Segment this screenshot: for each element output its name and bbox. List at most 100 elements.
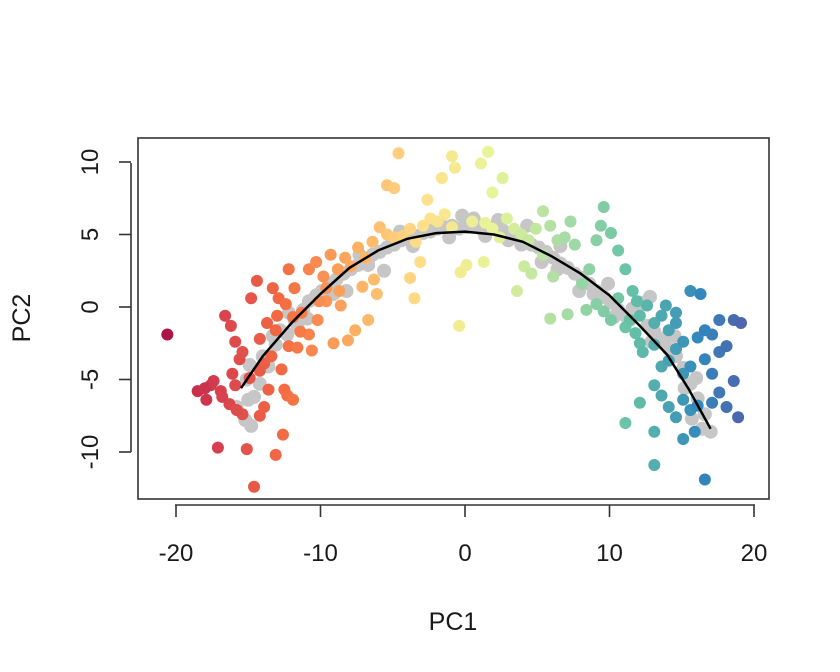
colored-data-point <box>352 241 365 254</box>
principal-curve <box>239 230 712 430</box>
colored-data-point <box>349 324 362 337</box>
colored-data-point <box>331 263 344 276</box>
colored-data-point <box>276 428 289 441</box>
colored-data-point <box>261 316 274 329</box>
colored-data-point <box>648 379 661 392</box>
colored-data-point <box>659 299 672 312</box>
colored-data-point <box>421 193 434 206</box>
colored-data-point <box>334 299 347 312</box>
colored-data-point <box>211 441 224 454</box>
x-axis: -20 -10 0 10 20 <box>159 504 768 567</box>
colored-data-point <box>356 280 369 293</box>
colored-data-point <box>388 182 401 195</box>
colored-data-point <box>694 287 707 300</box>
colored-data-point <box>662 401 675 414</box>
x-tick-label: -20 <box>159 540 194 567</box>
colored-data-point <box>265 350 278 363</box>
colored-data-point <box>367 273 380 286</box>
colored-data-point <box>641 299 654 312</box>
y-tick-label: -10 <box>77 435 104 470</box>
colored-data-point <box>305 344 318 357</box>
colored-data-point <box>474 157 487 170</box>
colored-data-point <box>486 186 499 199</box>
gray-data-point <box>442 230 457 245</box>
plot-frame <box>137 137 770 500</box>
colored-data-point <box>655 309 668 322</box>
gray-data-point <box>241 392 256 407</box>
colored-data-point <box>636 345 649 358</box>
colored-data-point <box>288 282 301 295</box>
colored-data-point <box>619 263 632 276</box>
colored-data-point <box>604 227 617 240</box>
colored-data-point <box>310 256 323 269</box>
colored-data-point <box>619 417 632 429</box>
colored-data-point <box>282 263 295 276</box>
colored-data-point <box>684 360 697 373</box>
colored-data-point <box>339 251 352 264</box>
colored-data-point <box>648 338 661 351</box>
colored-data-point <box>311 314 324 327</box>
colored-data-point <box>287 393 300 406</box>
gray-data-point <box>455 208 470 223</box>
colored-data-point <box>445 221 458 234</box>
colored-data-point <box>229 335 242 348</box>
colored-data-point <box>713 314 726 327</box>
colored-data-point <box>224 319 237 332</box>
colored-data-point <box>597 200 610 213</box>
gray-data-point <box>586 286 601 301</box>
colored-data-point <box>500 212 513 225</box>
colored-data-point <box>677 335 690 348</box>
colored-data-point <box>404 222 417 235</box>
colored-data-point <box>669 411 682 424</box>
colored-data-point <box>250 274 263 287</box>
colored-data-point <box>594 219 607 232</box>
colored-data-point <box>445 150 458 163</box>
colored-data-point <box>454 266 467 279</box>
colored-data-point <box>547 270 560 283</box>
colored-data-point <box>408 292 421 305</box>
colored-data-point <box>404 272 417 284</box>
colored-data-point <box>477 256 490 269</box>
colored-data-point <box>200 393 213 406</box>
colored-data-point <box>713 386 726 399</box>
colored-data-point <box>226 367 239 380</box>
colored-data-point <box>253 364 266 377</box>
colored-data-point <box>648 425 661 438</box>
colored-data-point <box>698 353 711 366</box>
gray-data-point <box>377 263 392 278</box>
colored-data-point <box>633 309 646 322</box>
colored-data-point <box>706 367 719 380</box>
colored-data-point <box>229 379 242 392</box>
x-tick-label: 20 <box>741 540 768 567</box>
colored-data-point <box>362 314 375 327</box>
y-tick-label: 0 <box>77 300 104 313</box>
colored-data-point <box>466 215 479 228</box>
colored-data-point <box>236 345 249 358</box>
colored-data-point <box>392 147 405 160</box>
colored-data-point <box>496 171 509 184</box>
colored-data-point <box>258 401 271 414</box>
colored-data-point <box>511 285 524 298</box>
colored-data-point <box>734 316 747 329</box>
colored-data-point <box>525 267 538 280</box>
colored-data-point <box>688 425 701 438</box>
colored-data-point <box>698 473 711 486</box>
colored-data-point <box>333 285 346 298</box>
colored-data-point <box>486 222 499 235</box>
colored-data-point <box>438 208 451 221</box>
colored-data-point <box>720 401 733 414</box>
colored-data-point <box>448 161 461 174</box>
colored-data-point <box>278 383 291 396</box>
colored-data-point <box>590 298 603 311</box>
colored-data-point <box>561 308 574 321</box>
colored-data-point <box>269 448 282 461</box>
gray-data-point <box>601 276 616 291</box>
colored-data-point <box>677 432 690 445</box>
colored-data-point <box>230 403 243 416</box>
colored-data-point <box>324 248 337 261</box>
colored-data-point <box>669 306 682 319</box>
colored-data-point <box>341 334 354 347</box>
y-tick-label: 10 <box>77 149 104 176</box>
colored-data-point <box>544 312 557 325</box>
colored-data-point <box>266 282 279 295</box>
